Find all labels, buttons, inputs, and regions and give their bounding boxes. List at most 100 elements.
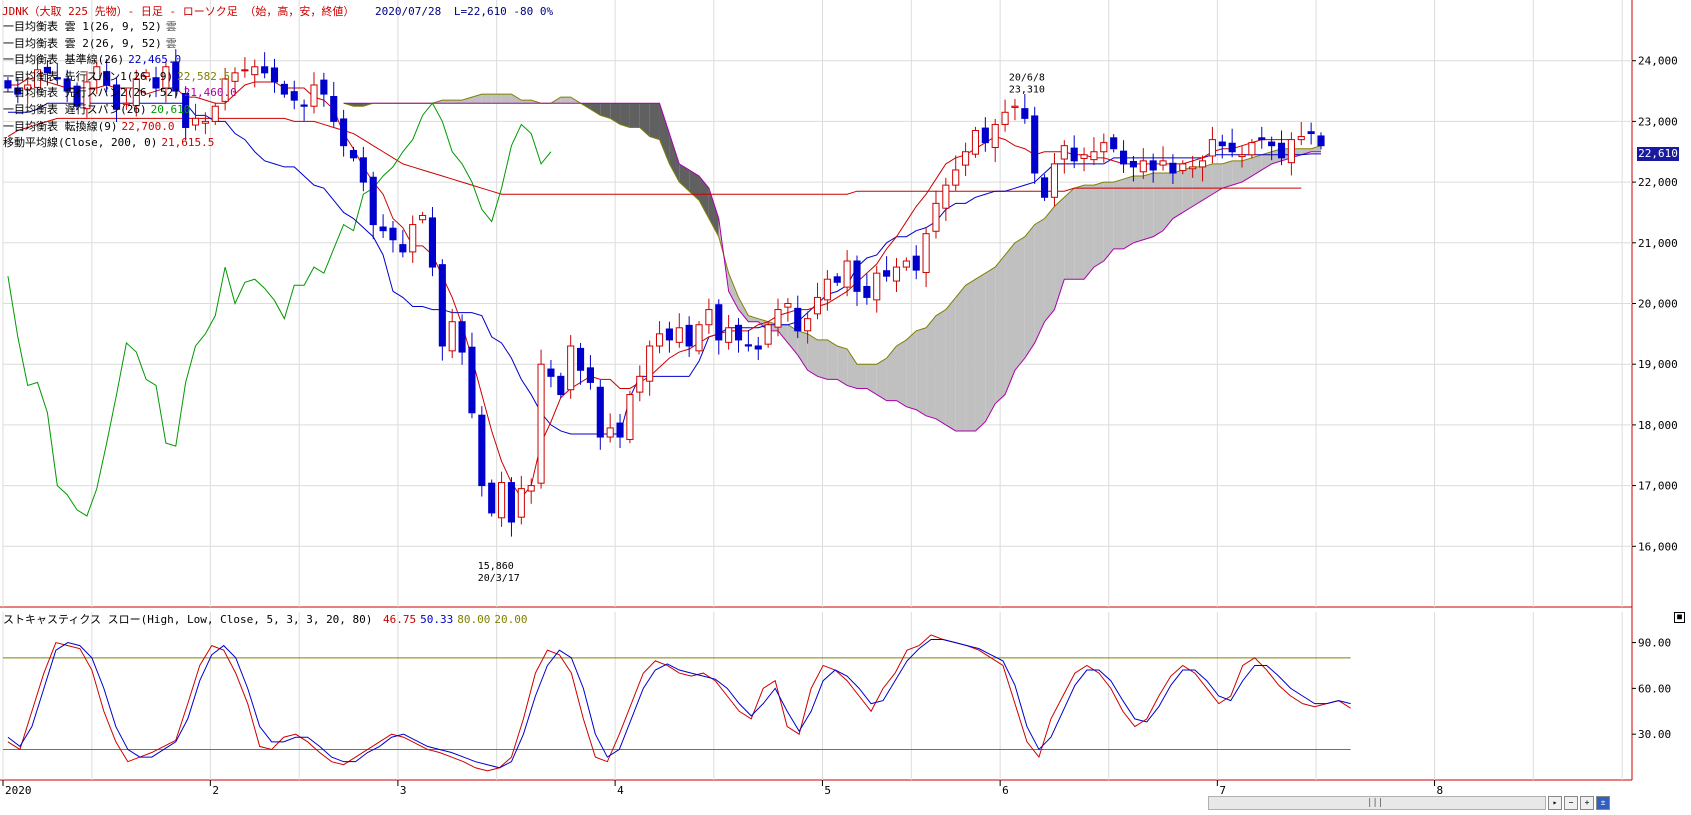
candle-body (507, 482, 516, 523)
stoch-tick-label: 90.00 (1638, 637, 1671, 650)
ichimoku-cloud-segment (1064, 188, 1075, 280)
stochastic-title: ストキャスティクス スロー(High, Low, Close, 5, 3, 3,… (3, 613, 373, 626)
scroll-right-icon[interactable]: ▸ (1548, 796, 1562, 810)
ichimoku-cloud-segment (985, 267, 996, 422)
scroll-grip-icon[interactable]: ||| (1367, 798, 1384, 808)
candle-body (715, 304, 723, 341)
candle-body (1149, 160, 1157, 171)
candle-body (300, 104, 308, 107)
candle-body (1179, 163, 1187, 172)
candle-body (349, 150, 358, 159)
candle-body (251, 66, 259, 76)
candle-body (962, 151, 970, 166)
price-tick-label: 23,000 (1638, 115, 1678, 128)
ichimoku-cloud-segment (659, 103, 670, 164)
candle-body (833, 276, 841, 283)
candle-body (1110, 137, 1118, 150)
candle-body (1307, 131, 1315, 135)
high-value-annotation: 23,310 (1009, 85, 1045, 96)
time-tick-label: 8 (1437, 784, 1444, 797)
ichimoku-cloud-segment (935, 309, 946, 425)
stochastic-value: 80.00 (457, 613, 491, 626)
legend-label: 一目均衡表 先行スパン1(26, 9) (3, 69, 174, 83)
candle-body (1119, 150, 1128, 165)
chikou-span-line (7, 102, 552, 517)
candle-body (389, 227, 397, 241)
candle-body (1248, 142, 1256, 156)
candle-body (1198, 160, 1207, 168)
kijun-line (7, 102, 1322, 435)
candle-body (428, 217, 437, 268)
zoom-in-icon[interactable]: + (1580, 796, 1594, 810)
candle-body (823, 278, 831, 301)
candle-body (132, 78, 140, 107)
ichimoku-cloud-segment (916, 327, 927, 416)
price-tick-label: 18,000 (1638, 419, 1678, 432)
candle-body (241, 69, 249, 72)
legend-row: 移動平均線(Close, 200, 0) 21,615.5 (3, 135, 237, 152)
candle-body (231, 72, 239, 82)
ichimoku-cloud-segment (491, 94, 502, 104)
legend-row: 一目均衡表 雲 2(26, 9, 52) 雲 (3, 36, 237, 53)
legend-row: 一目均衡表 転換線(9) 22,700.0 (3, 119, 237, 136)
ichimoku-cloud-segment (1192, 166, 1203, 207)
candle-body (14, 87, 22, 95)
candle-body (1297, 136, 1305, 141)
ichimoku-cloud-segment (649, 103, 660, 140)
ichimoku-cloud-segment (787, 324, 798, 356)
stoch-series-line (7, 634, 1351, 772)
ichimoku-cloud-segment (886, 345, 897, 401)
stochastic-value: 50.33 (420, 613, 454, 626)
candle-body (695, 324, 703, 352)
price-tick-label: 17,000 (1638, 480, 1678, 493)
candle-body (527, 485, 535, 492)
time-tick-label: 2020 (5, 784, 32, 797)
candle-body (1050, 163, 1059, 198)
candle-body (1277, 142, 1286, 159)
candle-body (1169, 162, 1177, 174)
ichimoku-cloud-segment (1143, 172, 1154, 240)
candle-body (43, 66, 51, 74)
close-pane-icon[interactable]: ■ (1674, 612, 1685, 623)
ichimoku-cloud-segment (1212, 163, 1223, 195)
ichimoku-cloud-segment (452, 100, 463, 104)
candle-body (675, 327, 683, 343)
candle-body (863, 286, 871, 298)
ichimoku-cloud-segment (728, 273, 739, 310)
chart-date: 2020/07/28 (374, 5, 442, 18)
ichimoku-cloud-segment (1054, 197, 1065, 310)
candle-body (636, 375, 644, 393)
candle-body (1021, 108, 1029, 119)
candle-body (211, 105, 219, 122)
candle-body (932, 202, 940, 232)
ichimoku-cloud-segment (1005, 242, 1015, 395)
candle-body (1041, 177, 1049, 198)
candle-body (1317, 135, 1325, 147)
time-tick-label: 5 (824, 784, 831, 797)
candle-body (399, 244, 407, 253)
candle-body (883, 270, 891, 277)
zoom-out-icon[interactable]: − (1564, 796, 1578, 810)
horizontal-scrollbar[interactable]: ||| (1208, 796, 1546, 810)
candle-body (1139, 160, 1147, 173)
candle-body (991, 123, 999, 149)
legend-value: 22,465.0 (128, 53, 182, 67)
ichimoku-cloud-segment (560, 97, 571, 104)
candle-body (93, 66, 101, 81)
ichimoku-cloud-segment (1034, 218, 1045, 343)
candle-body (784, 303, 792, 308)
candle-body (616, 422, 624, 438)
candle-body (744, 344, 752, 347)
zoom-fit-icon[interactable]: ± (1596, 796, 1610, 810)
candle-body (1070, 147, 1078, 162)
candle-body (606, 427, 614, 438)
ichimoku-cloud-segment (1014, 236, 1025, 371)
ichimoku-cloud-segment (827, 339, 838, 380)
ichimoku-cloud-segment (620, 103, 630, 128)
candle-body (586, 367, 594, 383)
stochastic-label: ストキャスティクス スロー(High, Low, Close, 5, 3, 3,… (3, 611, 528, 627)
candle-body (922, 233, 930, 274)
candle-body (201, 120, 209, 124)
legend-label: 一目均衡表 雲 1(26, 9, 52) (3, 20, 162, 33)
candle-body (626, 394, 634, 440)
